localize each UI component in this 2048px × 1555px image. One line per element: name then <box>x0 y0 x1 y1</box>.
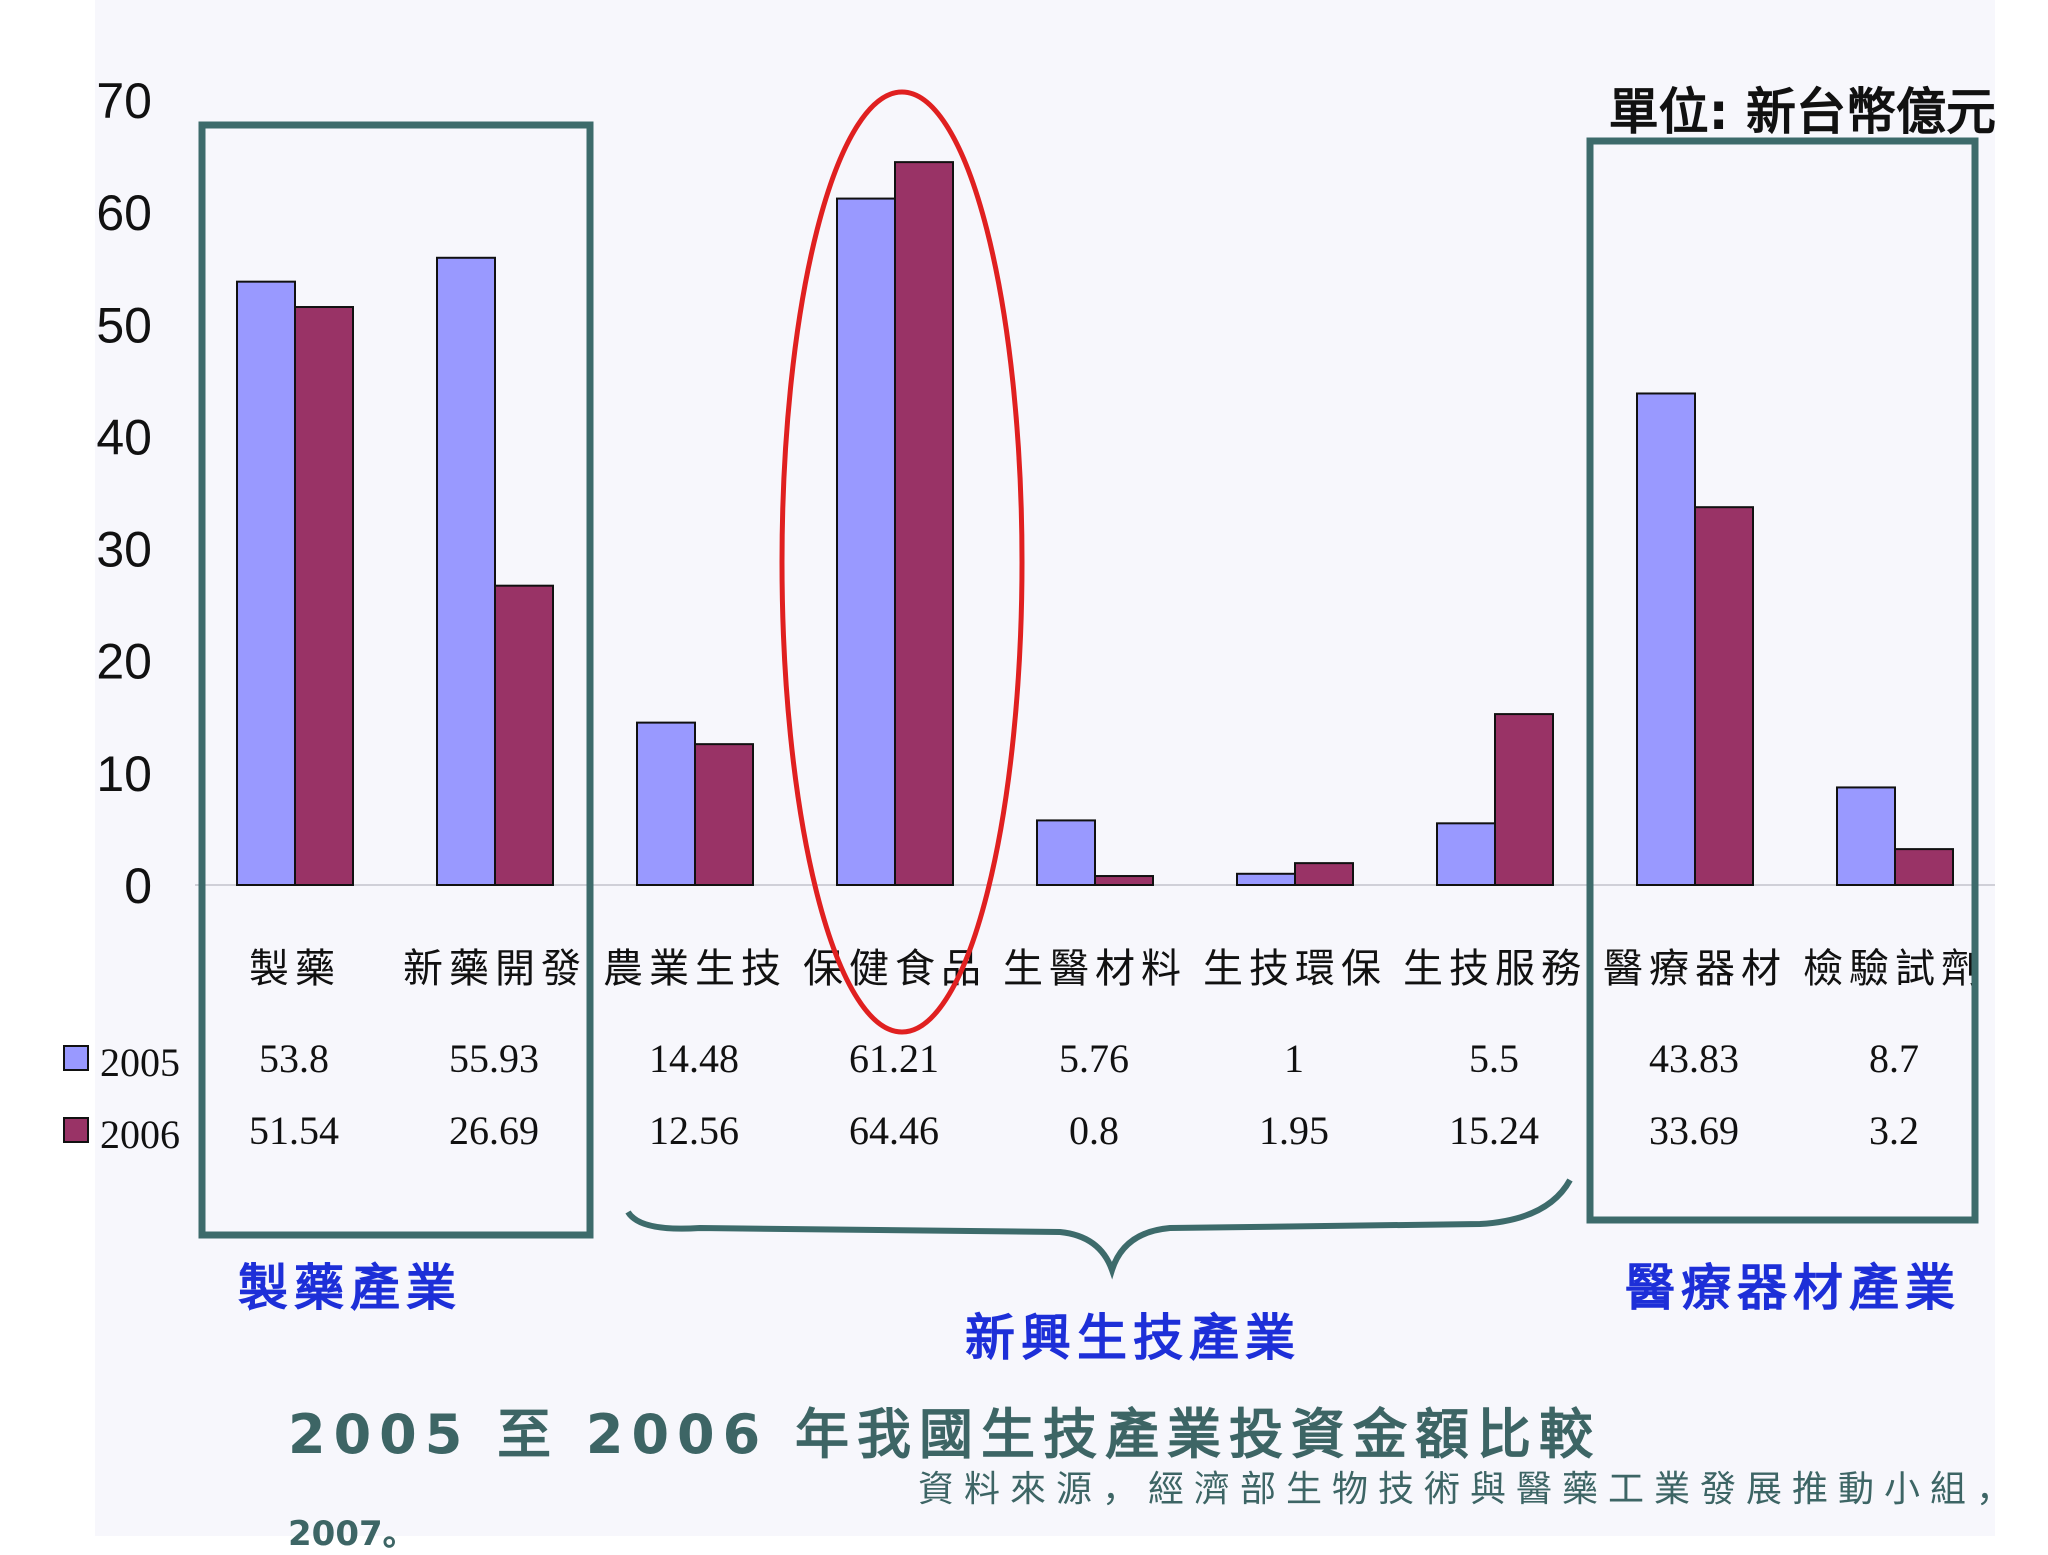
value-label: 51.54 <box>249 1108 339 1153</box>
source-year: 2007。 <box>288 1514 417 1554</box>
bar-2006 <box>694 743 754 886</box>
group-label-pharma: 製藥產業 <box>238 1259 462 1317</box>
bar-2006 <box>1494 713 1554 887</box>
y-tick-label: 10 <box>96 746 152 802</box>
bar-2006 <box>1694 506 1754 886</box>
value-label: 64.46 <box>849 1108 939 1153</box>
bar-2005 <box>1036 819 1096 886</box>
y-tick-label: 20 <box>96 634 152 690</box>
value-label: 5.76 <box>1059 1036 1129 1081</box>
category-label: 製藥 <box>249 946 341 992</box>
value-label: 3.2 <box>1869 1108 1919 1153</box>
y-tick-label: 0 <box>124 858 152 914</box>
devices-highlight-box <box>1586 137 1979 1224</box>
unit-label: 單位: 新台幣億元 <box>1608 83 1996 141</box>
value-label: 33.69 <box>1649 1108 1739 1153</box>
bar-2006 <box>894 161 954 886</box>
source-note: 資料來源，經濟部生物技術與醫藥工業發展推動小組， <box>918 1469 2023 1510</box>
bar-2006 <box>1894 848 1954 886</box>
value-label: 8.7 <box>1869 1036 1919 1081</box>
legend-swatch-2006 <box>63 1117 89 1143</box>
category-label: 生醫材料 <box>1003 946 1187 992</box>
pharma-highlight-box <box>198 121 594 1239</box>
category-label: 新藥開發 <box>403 946 587 992</box>
value-label: 1 <box>1284 1036 1304 1081</box>
value-label: 26.69 <box>449 1108 539 1153</box>
bar-2005 <box>436 256 496 887</box>
value-label: 55.93 <box>449 1036 539 1081</box>
category-label: 保健食品 <box>803 946 987 992</box>
bar-2006 <box>1294 862 1354 886</box>
category-label: 農業生技 <box>603 946 787 992</box>
value-label: 61.21 <box>849 1036 939 1081</box>
value-label: 12.56 <box>649 1108 739 1153</box>
value-label: 5.5 <box>1469 1036 1519 1081</box>
legend-label: 2006 <box>100 1112 180 1157</box>
y-tick-label: 70 <box>96 73 152 129</box>
y-tick-label: 50 <box>96 297 152 353</box>
category-label: 生技服務 <box>1403 946 1587 992</box>
group-label-emerging: 新興生技產業 <box>965 1309 1301 1367</box>
value-label: 0.8 <box>1069 1108 1119 1153</box>
y-tick-label: 60 <box>96 185 152 241</box>
chart-caption: 2005 至 2006 年我國生技產業投資金額比較 <box>288 1403 1601 1466</box>
y-tick-label: 30 <box>96 522 152 578</box>
bar-2006 <box>494 584 554 887</box>
bar-2006 <box>294 306 354 887</box>
value-label: 53.8 <box>259 1036 329 1081</box>
bar-2005 <box>1836 786 1896 887</box>
category-label: 檢驗試劑 <box>1803 946 1987 992</box>
value-label: 14.48 <box>649 1036 739 1081</box>
bar-2005 <box>236 280 296 886</box>
category-label: 生技環保 <box>1203 946 1387 992</box>
value-label: 15.24 <box>1449 1108 1539 1153</box>
category-label: 醫療器材 <box>1603 946 1787 992</box>
legend-swatch-2005 <box>63 1045 89 1071</box>
y-tick-label: 40 <box>96 409 152 465</box>
bar-2005 <box>636 721 696 886</box>
bar-2006 <box>1094 875 1154 886</box>
bar-2005 <box>1436 822 1496 886</box>
bar-2005 <box>1236 872 1296 886</box>
value-label: 43.83 <box>1649 1036 1739 1081</box>
bar-2005 <box>836 197 896 887</box>
value-label: 1.95 <box>1259 1108 1329 1153</box>
legend-label: 2005 <box>100 1040 180 1085</box>
bar-2005 <box>1636 392 1696 886</box>
group-label-devices: 醫療器材產業 <box>1625 1259 1961 1317</box>
emerging-industry-brace <box>625 1178 1573 1280</box>
health-food-highlight-ellipse <box>779 89 1025 1035</box>
